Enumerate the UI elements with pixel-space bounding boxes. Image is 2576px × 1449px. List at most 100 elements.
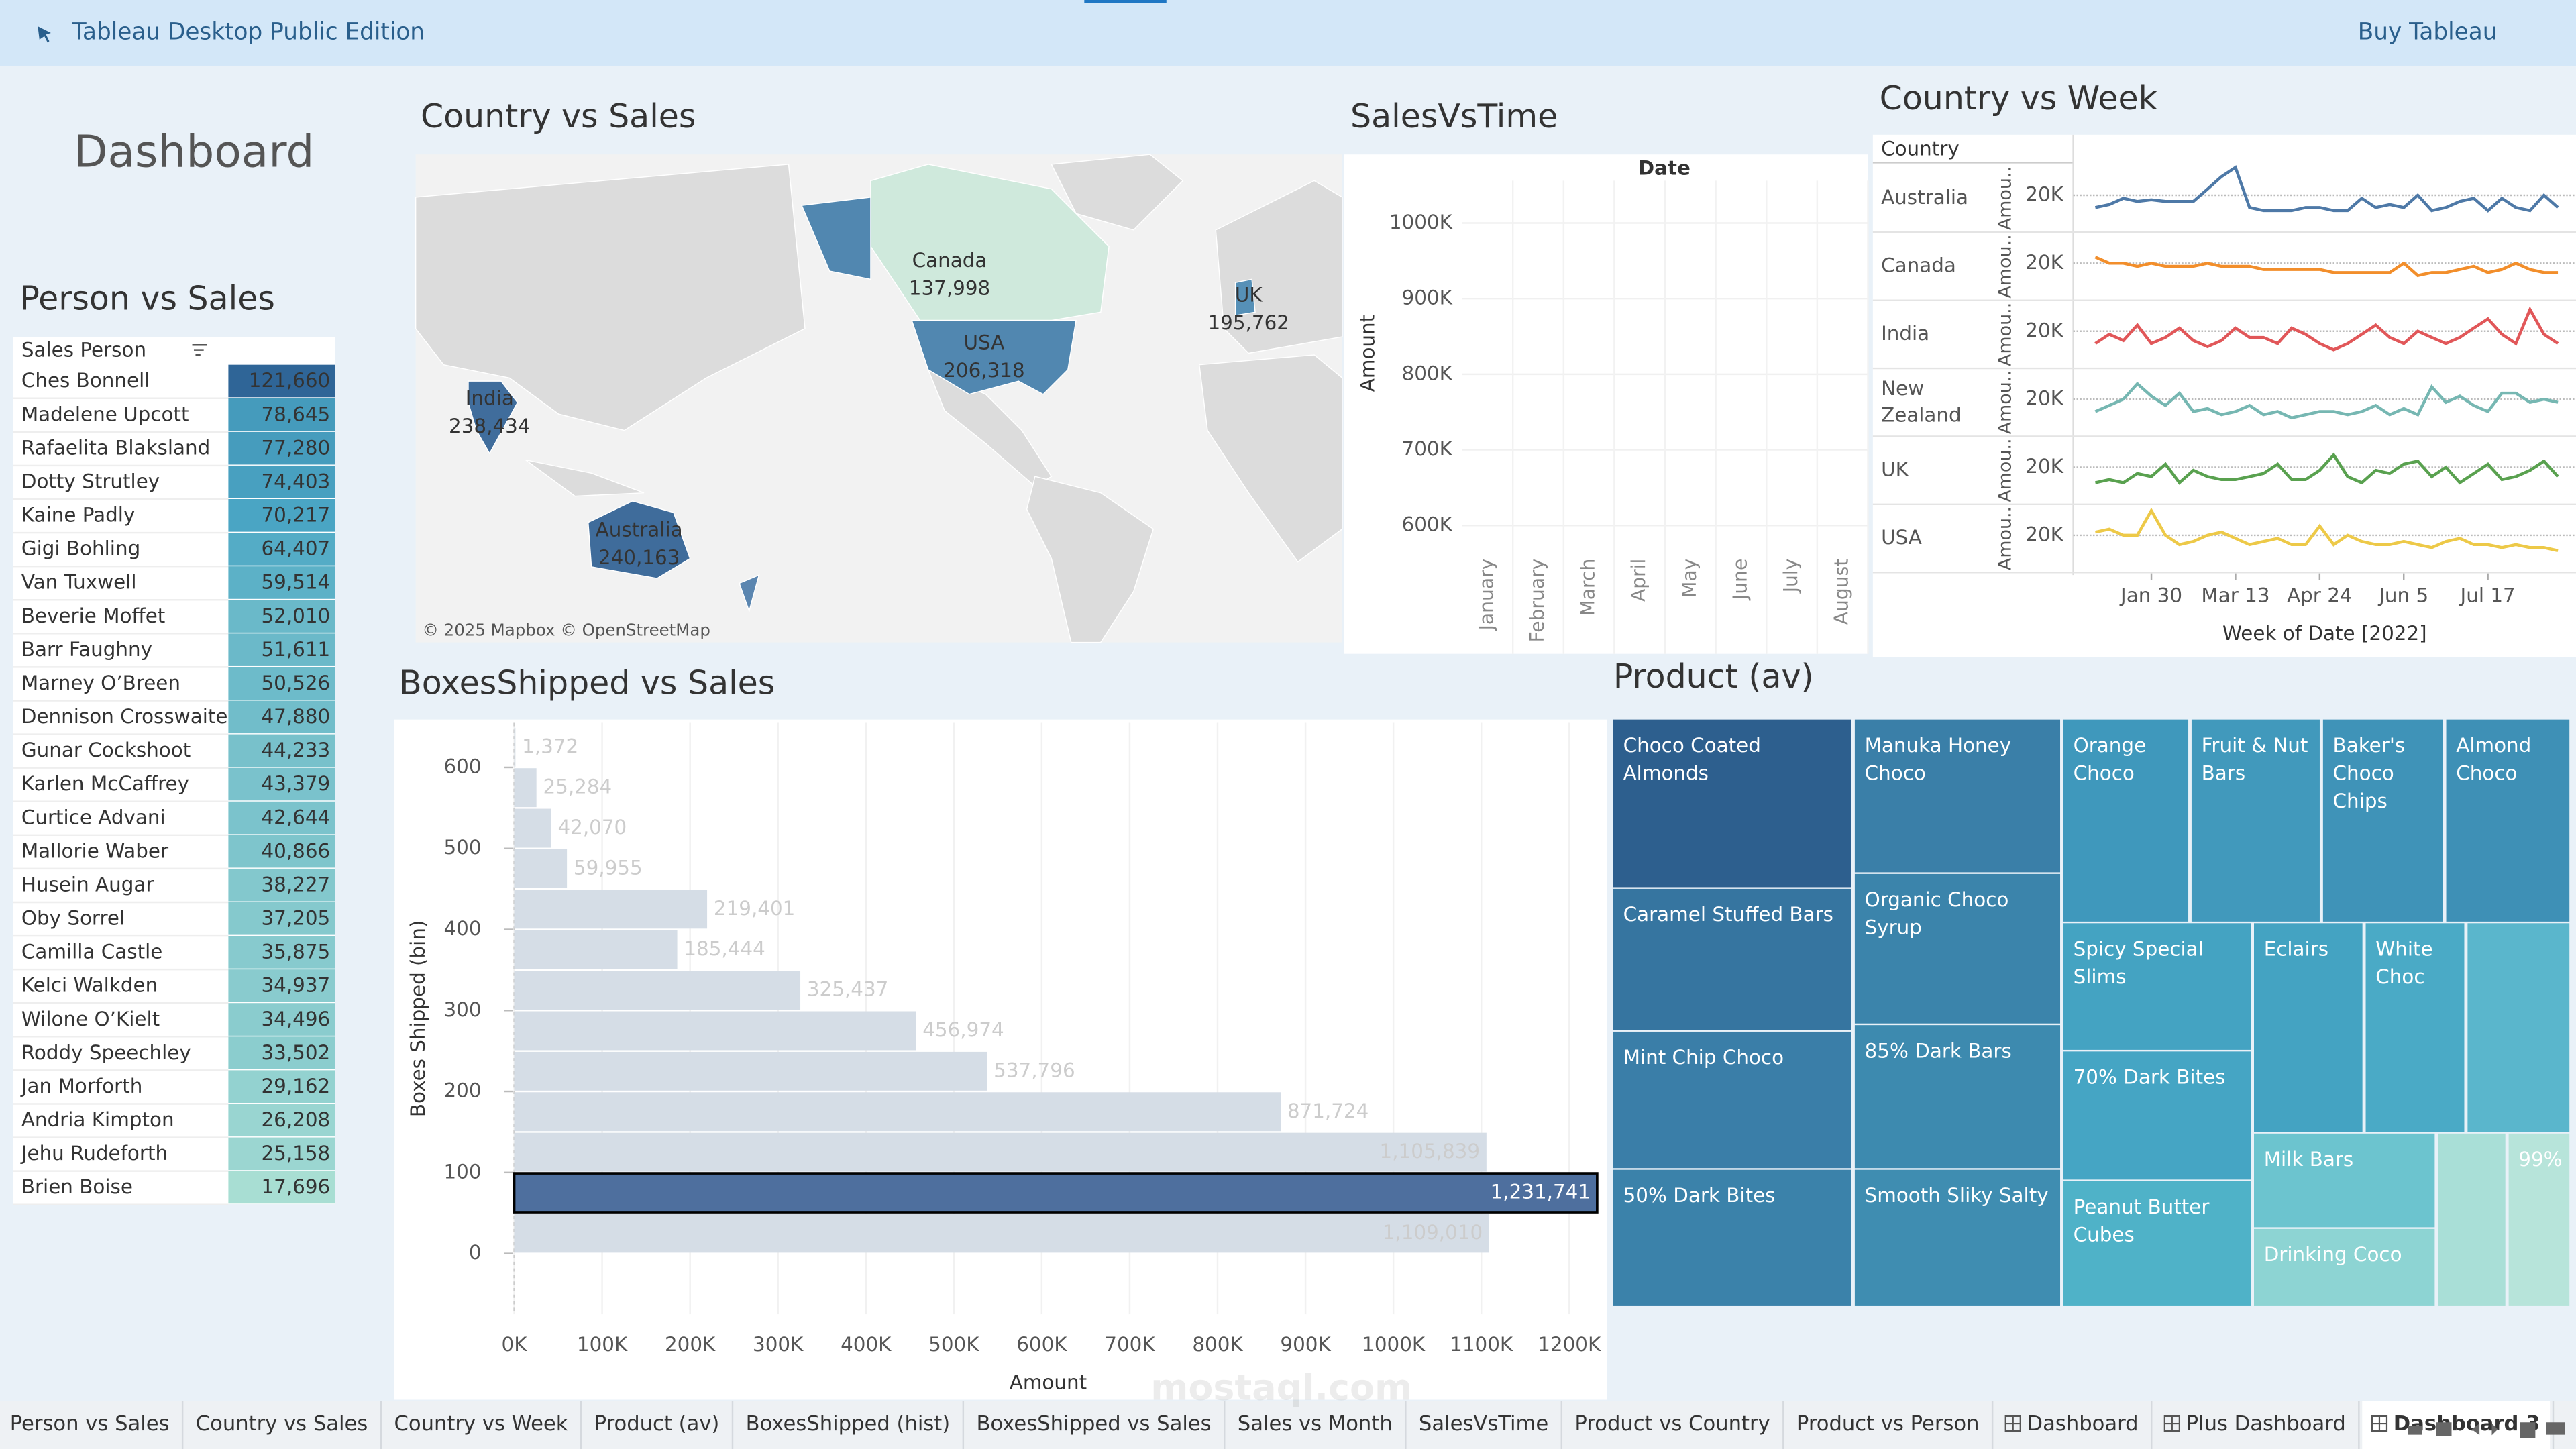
y-axis-label: Amou..: [1995, 166, 2016, 230]
tab-label[interactable]: BoxesShipped (hist): [746, 1412, 951, 1436]
person-name: Wilone O’Kielt: [21, 1008, 160, 1030]
treemap-tile[interactable]: [2063, 1181, 2251, 1306]
y-tick-label: 100: [443, 1160, 481, 1183]
tab-label[interactable]: Product vs Country: [1574, 1412, 1770, 1436]
treemap-tile[interactable]: [2254, 923, 2363, 1132]
tab-label[interactable]: Sales vs Month: [1238, 1412, 1393, 1436]
top-bar: [0, 0, 2576, 66]
treemap-tile[interactable]: [2467, 923, 2570, 1132]
sales-cell: [228, 1137, 335, 1171]
bar[interactable]: [514, 1214, 1490, 1253]
bar[interactable]: [514, 768, 537, 808]
x-tick-label: 0K: [502, 1333, 528, 1356]
tab-label[interactable]: Product vs Person: [1796, 1412, 1980, 1436]
tile-label: 85% Dark Bars: [1865, 1039, 2012, 1062]
x-tick-label: Apr 24: [2287, 584, 2353, 606]
content: Sales Person Ches Bonnell 121,660 Madelene …: [10, 134, 2576, 1449]
x-tick-label: 700K: [1104, 1333, 1155, 1356]
person-name: Barr Faughny: [21, 638, 152, 661]
label-line: 70% Dark Bites: [2074, 1065, 2226, 1088]
treemap-tile[interactable]: [1854, 1169, 2061, 1306]
bar[interactable]: [514, 808, 551, 848]
country-shape[interactable]: [468, 380, 519, 455]
label-line: Chips: [2333, 790, 2387, 812]
treemap-tile[interactable]: [1613, 719, 1851, 888]
tile-label: 70% Dark Bites: [2074, 1065, 2226, 1088]
bar[interactable]: [514, 849, 568, 888]
tile-label: Organic Choco Syrup: [1865, 888, 2009, 939]
treemap-tile[interactable]: [1613, 888, 1851, 1030]
sales-value: 47,880: [261, 705, 330, 728]
bar[interactable]: [514, 971, 801, 1010]
bar[interactable]: [514, 1132, 1487, 1172]
tab-label[interactable]: Plus Dashboard: [2186, 1412, 2346, 1436]
tile-label: Spicy Special Slims: [2074, 937, 2204, 988]
tile-label: Smooth Sliky Salty: [1865, 1183, 2049, 1206]
treemap-tile[interactable]: [2063, 923, 2251, 1050]
bar[interactable]: [514, 930, 678, 969]
tab-label[interactable]: Person vs Sales: [10, 1412, 170, 1436]
treemap-tile[interactable]: [2063, 719, 2189, 922]
treemap-tile[interactable]: [2254, 1228, 2435, 1306]
tile-label: 50% Dark Bites: [1623, 1183, 1776, 1206]
label-line: Choco: [2074, 761, 2135, 784]
country-shape[interactable]: [870, 164, 1110, 321]
treemap-tile[interactable]: [1613, 1031, 1851, 1169]
tab-label[interactable]: Country vs Sales: [196, 1412, 368, 1436]
label-line: Caramel Stuffed Bars: [1623, 903, 1833, 926]
country-value: 195,762: [1208, 311, 1289, 334]
person-name: Madelene Upcott: [21, 402, 189, 425]
panel-title: Country vs Week: [1880, 79, 2158, 117]
tab-label[interactable]: SalesVsTime: [1419, 1412, 1548, 1436]
bar[interactable]: [514, 890, 708, 929]
bar-label: 871,724: [1287, 1099, 1368, 1122]
country-shape[interactable]: [1234, 278, 1256, 317]
treemap-tile[interactable]: [2191, 719, 2320, 922]
bar[interactable]: [514, 1051, 987, 1091]
person-name: Jehu Rudeforth: [20, 1142, 168, 1165]
treemap-tile[interactable]: [2365, 923, 2465, 1132]
sales-value: 37,205: [261, 907, 330, 930]
person-name: Kaine Padly: [21, 504, 136, 527]
country-value: 238,434: [449, 415, 530, 437]
nav-icons[interactable]: [2408, 1422, 2565, 1438]
treemap-tile[interactable]: [1854, 873, 2061, 1024]
dashboard-icon: [2163, 1415, 2180, 1432]
bar[interactable]: [514, 1011, 916, 1051]
country-shape[interactable]: [801, 197, 871, 280]
x-tick-label: 100K: [577, 1333, 628, 1356]
treemap-tile[interactable]: [2446, 719, 2570, 922]
bar[interactable]: [513, 1172, 1599, 1214]
active-tab[interactable]: [2362, 1401, 2551, 1449]
bar[interactable]: [514, 1092, 1281, 1132]
bar-label: 1,109,010: [1383, 1221, 1483, 1244]
treemap-tile[interactable]: [2322, 719, 2443, 922]
sales-value: 17,696: [261, 1175, 330, 1198]
treemap-tile[interactable]: [2254, 1133, 2435, 1228]
sales-cell: [228, 364, 335, 398]
label-line: Baker's: [2333, 733, 2406, 756]
country-shape[interactable]: [587, 500, 691, 579]
label-line: Orange: [2074, 733, 2147, 756]
buy-link[interactable]: Buy Tableau: [2358, 18, 2498, 45]
treemap-tile[interactable]: [1613, 1169, 1851, 1306]
person-name: Oby Sorrel: [21, 907, 125, 930]
sales-cell: [228, 902, 335, 935]
treemap-tile[interactable]: [2438, 1133, 2506, 1306]
treemap-tile[interactable]: [2063, 1051, 2251, 1180]
treemap-tile[interactable]: [1854, 1025, 2061, 1169]
treemap-tile[interactable]: [1854, 719, 2061, 873]
tile-label: Mint Chip Choco: [1623, 1046, 1784, 1069]
tab-label[interactable]: Product (av): [594, 1412, 720, 1436]
country-name: Australia: [596, 519, 683, 541]
tile-label: White Choc: [2375, 937, 2432, 988]
tab-label[interactable]: BoxesShipped vs Sales: [976, 1412, 1211, 1436]
x-tick-label: 800K: [1192, 1333, 1243, 1356]
treemap-tile[interactable]: [2508, 1133, 2570, 1306]
tab-label[interactable]: Dashboard: [2027, 1412, 2139, 1436]
person-name: Dotty Strutley: [21, 470, 160, 492]
tab-label[interactable]: Country vs Week: [394, 1412, 568, 1436]
label-line: Cubes: [2074, 1223, 2135, 1246]
country-shape[interactable]: [911, 319, 1077, 395]
bar[interactable]: [514, 727, 516, 767]
